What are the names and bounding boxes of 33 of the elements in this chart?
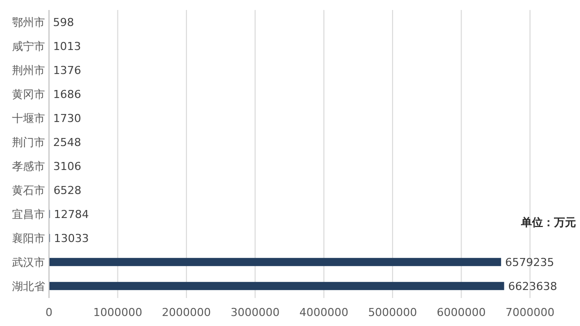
y-tick-label: 鄂州市 (12, 16, 45, 29)
data-label: 6528 (53, 184, 82, 197)
data-label: 6579235 (505, 256, 554, 269)
x-tick-label: 7000000 (506, 306, 554, 319)
data-label: 598 (53, 16, 74, 29)
x-tick-label: 0 (46, 306, 52, 319)
x-tick-label: 4000000 (299, 306, 348, 319)
data-label: 1730 (53, 112, 82, 125)
data-label: 1376 (53, 64, 82, 77)
y-tick-label: 荆州市 (12, 64, 45, 77)
y-tick-label: 湖北省 (12, 280, 45, 293)
data-label: 12784 (54, 208, 89, 221)
y-tick-label: 十堰市 (12, 112, 45, 125)
x-tick-label: 1000000 (93, 306, 142, 319)
y-tick-label: 咸宁市 (12, 40, 45, 53)
data-label: 1686 (53, 88, 82, 101)
data-label: 2548 (53, 136, 82, 149)
y-tick-label: 襄阳市 (12, 232, 45, 245)
data-label: 1013 (53, 40, 82, 53)
y-tick-label: 黄冈市 (12, 88, 45, 101)
x-tick-label: 2000000 (162, 306, 211, 319)
x-tick-label: 6000000 (436, 306, 486, 319)
x-tick-label: 5000000 (368, 306, 418, 319)
y-tick-label: 黄石市 (12, 184, 45, 197)
y-tick-label: 孝感市 (12, 160, 45, 173)
y-tick-label: 武汉市 (12, 256, 45, 269)
annotation: 单位：万元 (520, 216, 576, 229)
x-tick-label: 3000000 (230, 306, 280, 319)
y-tick-label: 宜昌市 (12, 208, 45, 221)
y-tick-label: 荆门市 (12, 136, 45, 149)
data-label: 13033 (54, 232, 89, 245)
data-label: 3106 (53, 160, 82, 173)
data-label: 6623638 (508, 280, 558, 293)
